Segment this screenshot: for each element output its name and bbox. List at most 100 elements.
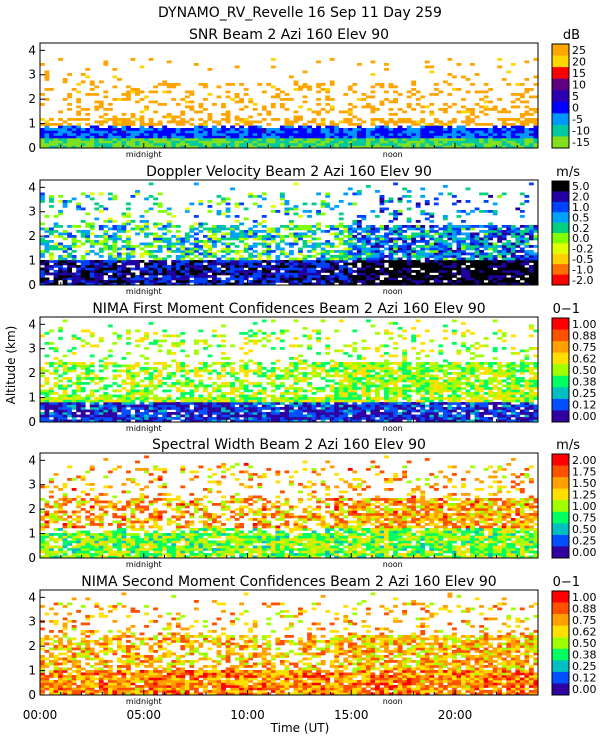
heatmap-cell (175, 143, 181, 146)
heatmap-cell (53, 282, 59, 286)
heatmap-cell (433, 270, 439, 273)
heatmap-cell (289, 235, 294, 238)
heatmap-cell (429, 65, 435, 69)
heatmap-cell (515, 130, 521, 134)
heatmap-cell (316, 98, 321, 101)
y-axis-label: Altitude (km) (4, 326, 18, 405)
heatmap-cell (415, 145, 421, 149)
heatmap-cell (379, 138, 385, 141)
heatmap-cell (488, 257, 494, 261)
heatmap-cell (411, 250, 417, 253)
heatmap-cell (166, 397, 172, 400)
heatmap-cell (126, 247, 131, 251)
heatmap-cell (397, 212, 403, 216)
heatmap-cell (130, 394, 136, 398)
heatmap-cell (62, 392, 68, 395)
heatmap-cell (365, 265, 371, 268)
heatmap-cell (393, 138, 398, 141)
heatmap-cell (207, 267, 213, 271)
heatmap-cell (198, 417, 204, 420)
heatmap-cell (533, 252, 539, 256)
heatmap-cell (67, 118, 72, 121)
heatmap-cell (519, 282, 525, 286)
heatmap-cell (148, 125, 154, 129)
heatmap-cell (384, 207, 389, 211)
heatmap-cell (501, 123, 507, 126)
heatmap-cell (67, 377, 72, 380)
heatmap-cell (465, 282, 471, 286)
heatmap-cell (80, 407, 86, 410)
heatmap-cell (248, 140, 254, 144)
heatmap-cell (193, 130, 199, 134)
heatmap-cell (234, 252, 240, 256)
heatmap-cell (40, 222, 45, 226)
heatmap-cell (171, 265, 177, 268)
heatmap-cell (230, 135, 235, 139)
heatmap-cell (451, 280, 457, 283)
heatmap-cell (461, 237, 466, 241)
heatmap-cell (388, 277, 394, 281)
heatmap-cell (234, 417, 240, 420)
heatmap-cell (279, 90, 285, 94)
heatmap-cell (230, 270, 235, 273)
heatmap-cell (243, 352, 249, 355)
heatmap-cell (58, 130, 63, 134)
heatmap-cell (284, 135, 290, 139)
heatmap-cell (162, 115, 168, 119)
heatmap-cell (447, 242, 453, 246)
heatmap-cell (252, 265, 258, 268)
heatmap-cell (424, 105, 430, 109)
heatmap-cell (207, 115, 213, 119)
heatmap-cell (515, 260, 521, 263)
heatmap-cell (94, 397, 100, 400)
heatmap-cell (243, 235, 249, 238)
heatmap-cell (347, 123, 353, 126)
heatmap-cell (212, 260, 217, 263)
heatmap-cell (528, 270, 534, 273)
heatmap-cell (230, 98, 235, 101)
heatmap-cell (40, 280, 45, 283)
heatmap-cell (71, 399, 77, 403)
heatmap-cell (162, 128, 168, 131)
heatmap-cell (429, 130, 435, 134)
heatmap-cell (397, 145, 403, 149)
heatmap-cell (347, 143, 353, 146)
heatmap-cell (343, 262, 349, 266)
heatmap-cell (524, 242, 530, 246)
heatmap-cell (193, 339, 199, 343)
heatmap-cell (98, 414, 104, 418)
heatmap-cell (533, 262, 539, 266)
heatmap-cell (370, 210, 376, 213)
heatmap-cell (415, 235, 421, 238)
heatmap-cell (67, 414, 72, 418)
heatmap-cell (202, 412, 208, 415)
heatmap-cell (171, 135, 177, 139)
heatmap-cell (71, 128, 77, 131)
heatmap-cell (384, 277, 389, 281)
heatmap-cell (397, 120, 403, 124)
heatmap-cell (62, 277, 68, 281)
heatmap-cell (221, 237, 226, 241)
heatmap-cell (347, 187, 353, 191)
heatmap-cell (212, 145, 217, 149)
heatmap-cell (135, 384, 140, 388)
heatmap-cell (515, 207, 521, 211)
heatmap-cell (71, 118, 77, 121)
heatmap-cell (107, 409, 113, 413)
heatmap-cell (144, 407, 149, 410)
heatmap-cell (148, 100, 154, 104)
heatmap-cell (207, 282, 213, 286)
heatmap-cell (40, 227, 45, 231)
heatmap-cell (221, 362, 226, 365)
heatmap-cell (49, 123, 54, 126)
heatmap-cell (180, 339, 186, 343)
heatmap-cell (528, 120, 534, 124)
heatmap-cell (420, 138, 426, 141)
heatmap-cell (207, 68, 213, 71)
heatmap-cell (171, 417, 177, 420)
heatmap-cell (343, 267, 349, 271)
heatmap-cell (180, 245, 186, 248)
heatmap-cell (506, 277, 512, 281)
heatmap-cell (329, 140, 335, 144)
heatmap-cell (501, 143, 507, 146)
